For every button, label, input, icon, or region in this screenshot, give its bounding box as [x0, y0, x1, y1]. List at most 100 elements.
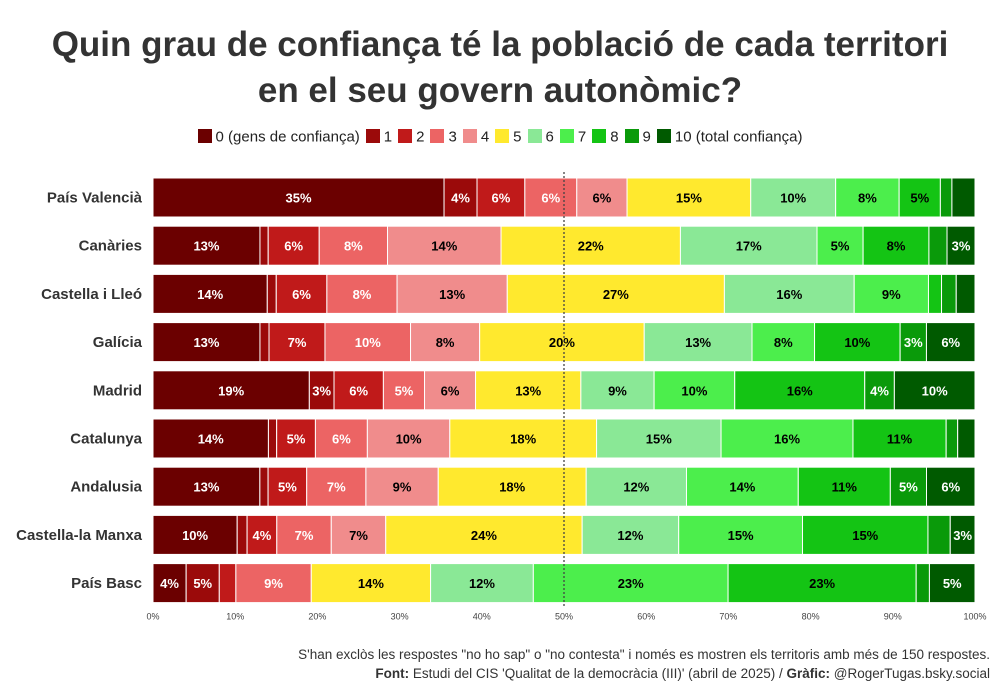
- legend-swatch-8: [592, 129, 607, 144]
- legend-label-6: 6: [545, 128, 554, 146]
- x-tick-label-8: 80%: [802, 612, 820, 622]
- bar-segment-2-2: [275, 273, 328, 314]
- data-label-3-0: 13%: [193, 335, 219, 350]
- data-label-4-6: 9%: [608, 383, 627, 398]
- legend-swatch-5: [495, 129, 510, 144]
- bar-segment-3-6: [643, 322, 753, 363]
- data-label-4-8: 16%: [787, 383, 813, 398]
- bar-segment-8-5: [310, 563, 432, 604]
- source-label: Font:: [375, 666, 410, 681]
- data-label-5-7: 16%: [774, 432, 800, 447]
- bar-segment-4-6: [580, 370, 655, 411]
- exclusion-note: S'han exclòs les respostes "no ho sap" o…: [298, 647, 990, 662]
- data-label-6-10: 6%: [941, 480, 960, 495]
- bar-segment-7-10: [949, 514, 976, 555]
- legend-label-5: 5: [513, 128, 522, 146]
- data-label-7-10: 3%: [953, 528, 972, 543]
- bar-segment-0-7: [835, 177, 900, 218]
- x-tick-label-2: 20%: [308, 612, 326, 622]
- data-label-2-0: 14%: [197, 287, 223, 302]
- category-label-5: Catalunya: [70, 431, 142, 448]
- bar-segment-1-4: [387, 225, 502, 266]
- bar-segment-7-6: [581, 514, 680, 555]
- source-line: Font: Estudi del CIS 'Qualitat de la dem…: [298, 664, 990, 683]
- bar-segment-1-0: [152, 225, 261, 266]
- data-label-6-8: 11%: [832, 480, 858, 495]
- data-label-4-1: 3%: [312, 383, 331, 398]
- bar-segment-5-7: [720, 418, 854, 459]
- data-label-0-5: 15%: [676, 191, 702, 206]
- bar-segment-2-0: [152, 273, 268, 314]
- bar-segment-2-10: [955, 273, 976, 314]
- bar-segment-3-0: [152, 322, 261, 363]
- data-label-6-2: 5%: [278, 480, 297, 495]
- data-label-5-6: 15%: [646, 432, 672, 447]
- category-label-6: Andalusia: [70, 479, 142, 496]
- legend-swatch-1: [365, 129, 380, 144]
- data-label-4-10: 10%: [922, 383, 948, 398]
- x-tick-label-4: 40%: [473, 612, 491, 622]
- bar-segment-4-4: [424, 370, 477, 411]
- bar-segment-3-2: [268, 322, 326, 363]
- bar-segment-7-3: [276, 514, 332, 555]
- bar-segment-8-3: [235, 563, 312, 604]
- bar-segment-4-3: [382, 370, 426, 411]
- bar-segment-1-3: [318, 225, 389, 266]
- legend-swatch-9: [624, 129, 639, 144]
- category-label-2: Castella i Lleó: [41, 286, 142, 303]
- bar-segment-3-8: [814, 322, 901, 363]
- data-label-1-6: 17%: [736, 239, 762, 254]
- data-label-3-3: 10%: [355, 335, 381, 350]
- bar-segment-7-9: [927, 514, 951, 555]
- data-label-0-7: 8%: [858, 191, 877, 206]
- bar-segment-7-4: [330, 514, 387, 555]
- bar-segment-0-9: [939, 177, 953, 218]
- legend-swatch-10: [656, 129, 671, 144]
- data-label-3-6: 13%: [685, 335, 711, 350]
- legend-swatch-3: [430, 129, 445, 144]
- legend-item-8: 8: [592, 128, 619, 146]
- data-label-4-9: 4%: [870, 383, 889, 398]
- bar-segment-8-7: [532, 563, 729, 604]
- bar-segment-8-0: [152, 563, 187, 604]
- bar-segment-1-2: [267, 225, 320, 266]
- legend-item-3: 3: [430, 128, 457, 146]
- bar-segment-0-3: [524, 177, 578, 218]
- data-label-3-4: 8%: [436, 335, 455, 350]
- bar-segment-2-3: [326, 273, 398, 314]
- category-label-7: Castella-la Manxa: [16, 527, 143, 544]
- bar-segment-8-6: [430, 563, 534, 604]
- legend-item-6: 6: [527, 128, 554, 146]
- data-label-3-2: 7%: [288, 335, 307, 350]
- data-label-7-3: 7%: [295, 528, 314, 543]
- bar-segment-6-0: [152, 466, 261, 507]
- legend-item-1: 1: [365, 128, 392, 146]
- data-label-0-8: 5%: [910, 191, 929, 206]
- data-label-3-9: 3%: [904, 335, 923, 350]
- data-label-0-2: 6%: [492, 191, 511, 206]
- data-label-1-4: 14%: [431, 239, 457, 254]
- bar-segment-7-2: [246, 514, 278, 555]
- data-label-2-6: 16%: [776, 287, 802, 302]
- data-label-3-10: 6%: [941, 335, 960, 350]
- data-label-2-2: 6%: [292, 287, 311, 302]
- source-text: Estudi del CIS 'Qualitat de la democràci…: [412, 666, 787, 681]
- data-label-2-3: 8%: [353, 287, 372, 302]
- x-tick-label-9: 90%: [884, 612, 902, 622]
- legend-item-10: 10 (total confiança): [656, 128, 802, 146]
- bar-segment-5-9: [945, 418, 959, 459]
- data-label-4-5: 13%: [515, 383, 541, 398]
- category-label-3: Galícia: [93, 334, 143, 351]
- data-label-5-2: 5%: [287, 432, 306, 447]
- data-label-7-8: 15%: [852, 528, 878, 543]
- data-label-3-5: 20%: [549, 335, 575, 350]
- data-label-2-5: 27%: [603, 287, 629, 302]
- x-tick-label-7: 70%: [719, 612, 737, 622]
- x-tick-label-10: 100%: [963, 612, 986, 622]
- data-label-7-2: 4%: [253, 528, 272, 543]
- bar-segment-3-10: [925, 322, 976, 363]
- data-label-6-4: 9%: [393, 480, 412, 495]
- chart-title-line-2: en el seu govern autonòmic?: [257, 71, 743, 110]
- chart-footnote: S'han exclòs les respostes "no ho sap" o…: [298, 645, 990, 683]
- data-label-7-7: 15%: [728, 528, 754, 543]
